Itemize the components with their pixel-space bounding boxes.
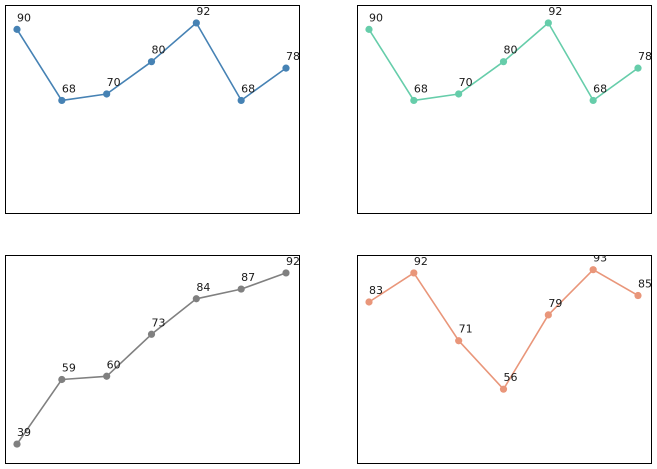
data-label: 68 [62,82,76,95]
data-point [13,25,21,33]
data-point [589,96,597,105]
plot-frame [5,5,300,214]
data-label: 84 [196,281,210,294]
plot-frame [357,5,652,214]
data-label: 70 [107,76,121,89]
data-point [237,285,245,293]
data-point [147,330,156,338]
data-point [634,291,642,300]
data-label: 68 [414,82,428,95]
plot-frame [357,255,652,464]
data-label: 92 [548,5,562,18]
data-label: 73 [152,316,166,329]
data-label: 92 [414,255,428,268]
data-point [634,64,642,72]
data-point [455,90,463,98]
data-label: 93 [593,255,607,265]
data-label: 68 [593,82,607,95]
data-label: 80 [504,44,518,57]
data-label: 90 [17,11,31,24]
data-label: 90 [369,11,383,24]
data-label: 79 [548,297,562,310]
chart-panel-1: 90 68 70 80 92 68 78 [5,5,300,214]
data-label: 80 [152,44,166,57]
data-point [13,440,21,448]
data-label: 39 [17,426,31,439]
data-label: 87 [241,271,255,284]
data-point [455,337,463,345]
data-point [58,375,66,384]
data-label: 78 [286,50,300,63]
data-point [192,19,200,27]
data-point [147,58,156,66]
data-label: 92 [196,5,210,18]
chart-panel-3: 39 59 60 73 84 87 92 [5,255,300,464]
data-label: 78 [638,50,652,63]
data-point [237,96,245,105]
data-label: 56 [504,371,518,384]
data-label: 71 [459,323,473,336]
data-point [365,298,373,306]
data-point [544,311,552,319]
data-label: 59 [62,361,76,374]
data-label: 68 [241,82,255,95]
data-point [58,96,66,105]
data-point [103,90,111,98]
data-point [103,372,111,380]
data-label: 70 [459,76,473,89]
data-label: 60 [107,358,121,371]
data-point [499,58,508,66]
chart-panel-4: 83 92 71 56 79 93 85 [357,255,652,464]
data-point [282,64,290,72]
data-label: 85 [638,278,652,291]
plot-frame [5,255,300,464]
chart-panel-2: 90 68 70 80 92 68 78 [357,5,652,214]
data-point [410,269,418,277]
series-line [16,272,287,445]
data-point [282,269,290,277]
data-point [589,266,597,274]
data-label: 83 [369,284,383,297]
data-label: 92 [286,255,300,268]
data-point [365,25,373,33]
data-point [544,19,552,27]
data-point [410,96,418,105]
data-point [499,385,508,393]
data-point [192,295,200,303]
